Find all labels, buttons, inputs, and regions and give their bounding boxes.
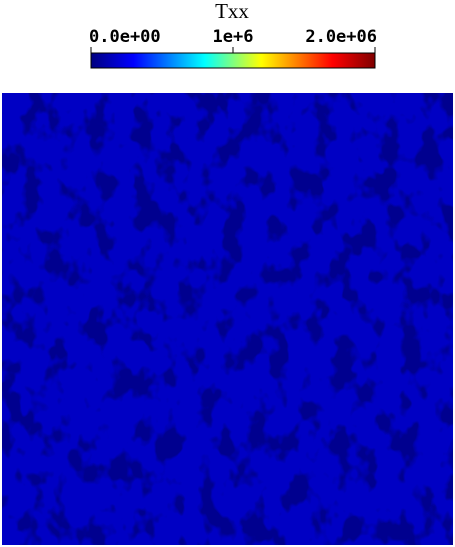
tick-label: 0.0e+00 [89,27,161,47]
colorbar-title: Txx [215,0,249,23]
field-render [2,93,453,545]
colorbar [90,52,376,69]
tick-label: 2.0e+06 [305,27,377,47]
tick-label: 1e+6 [213,27,254,47]
